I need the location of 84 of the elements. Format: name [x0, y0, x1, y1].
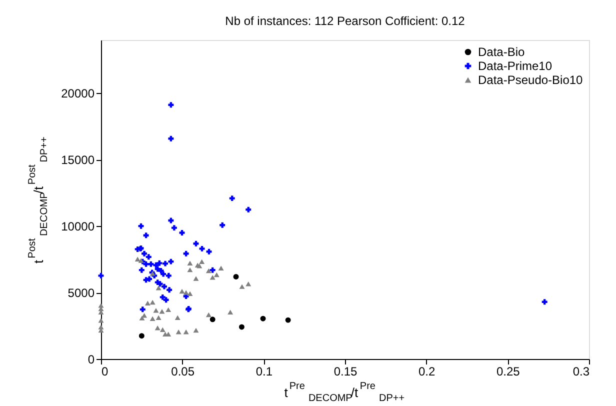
- point: [138, 223, 144, 229]
- x-tick-label: 0.25: [496, 364, 520, 378]
- point: [210, 275, 216, 280]
- x-tick-label: 0.1: [256, 364, 273, 378]
- point: [210, 316, 216, 322]
- y-tick-label: 10000: [61, 220, 95, 234]
- point: [542, 299, 548, 305]
- point: [260, 316, 266, 322]
- point: [239, 284, 245, 289]
- point: [179, 230, 185, 236]
- point: [160, 294, 166, 300]
- x-tick-label: 0.05: [171, 364, 195, 378]
- point: [166, 272, 172, 278]
- point: [199, 246, 205, 252]
- point: [168, 258, 174, 264]
- point: [156, 315, 162, 320]
- x-tick-label: 0.3: [572, 364, 590, 378]
- point: [143, 232, 149, 238]
- point: [246, 282, 252, 286]
- point: [193, 328, 199, 333]
- y-tick-label: 0: [88, 352, 95, 366]
- point: [199, 259, 205, 264]
- point: [150, 300, 156, 305]
- y-tick-label: 15000: [61, 153, 95, 168]
- y-tick-label: 20000: [61, 86, 95, 101]
- point: [156, 260, 162, 266]
- x-tick-label: 0: [102, 364, 108, 378]
- legend-label: Data-Pseudo-Bio10: [478, 73, 584, 87]
- point: [168, 136, 174, 142]
- point: [148, 261, 154, 267]
- legend-label: Data-Bio: [478, 45, 526, 59]
- point: [179, 288, 185, 294]
- point: [168, 102, 174, 108]
- point: [162, 260, 168, 266]
- y-tick-label: 5000: [68, 286, 95, 300]
- point: [206, 268, 212, 274]
- point: [183, 290, 189, 295]
- point: [154, 326, 160, 330]
- point: [98, 318, 104, 323]
- point: [183, 250, 189, 256]
- point: [98, 272, 104, 278]
- point: [187, 260, 193, 266]
- point: [139, 316, 145, 320]
- x-tick-label: 0.15: [334, 364, 358, 378]
- point: [174, 315, 180, 320]
- point: [138, 333, 144, 339]
- point: [193, 276, 199, 281]
- point: [233, 274, 239, 280]
- point: [160, 327, 166, 332]
- point: [246, 206, 252, 212]
- point: [238, 324, 244, 330]
- point: [187, 267, 193, 272]
- point: [210, 267, 216, 273]
- point: [144, 300, 150, 306]
- x-tick-label: 0.2: [418, 364, 436, 378]
- point: [156, 286, 162, 290]
- point: [218, 266, 224, 270]
- point: [183, 330, 189, 334]
- point: [166, 287, 172, 293]
- point: [171, 225, 177, 231]
- point: [160, 271, 166, 277]
- point: [220, 222, 226, 228]
- point: [159, 309, 165, 314]
- point: [229, 196, 235, 202]
- point: [142, 250, 148, 256]
- y-axis-title: tPostDECOMP/tPostDP++: [27, 136, 50, 264]
- point: [146, 254, 152, 260]
- point: [176, 330, 182, 334]
- point: [153, 308, 159, 313]
- point: [214, 272, 220, 278]
- legend-label: Data-Prime10: [478, 59, 552, 73]
- point: [150, 316, 156, 321]
- chart-title: Nb of instances: 112 Pearson Cofficient: 0.12: [225, 14, 466, 28]
- point: [140, 306, 146, 312]
- point: [206, 312, 212, 318]
- point: [146, 276, 152, 282]
- point: [162, 284, 168, 290]
- point: [138, 267, 144, 273]
- point: [134, 256, 140, 262]
- point: [187, 291, 193, 296]
- point: [166, 307, 172, 312]
- point: [285, 317, 291, 323]
- point: [228, 310, 234, 314]
- point: [163, 297, 169, 303]
